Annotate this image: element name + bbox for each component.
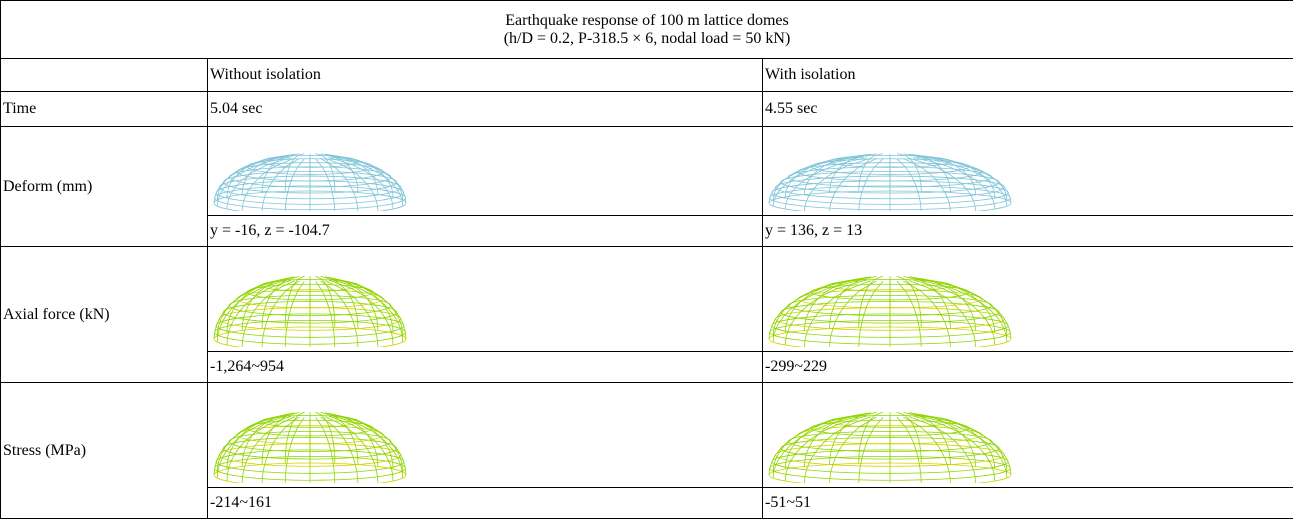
row-label: Time <box>1 92 208 127</box>
column-header: With isolation <box>763 59 1293 92</box>
empty-cell <box>1 59 208 92</box>
dome-line <box>917 278 1011 338</box>
dome-line <box>214 278 289 338</box>
dome-line <box>769 414 863 474</box>
value-cell: -299~229 <box>763 352 1293 383</box>
title-cell: Earthquake response of 100 m lattice dom… <box>1 1 1293 59</box>
value-cell: y = 136, z = 13 <box>763 216 1293 247</box>
row-label: Deform (mm) <box>1 127 208 247</box>
value-cell: 4.55 sec <box>763 92 1293 127</box>
dome-line <box>769 278 863 338</box>
value-cell: y = -16, z = -104.7 <box>208 216 763 247</box>
dome-image <box>210 131 410 211</box>
dome-image <box>210 252 410 347</box>
image-cell <box>763 383 1293 488</box>
title-line: Earthquake response of 100 m lattice dom… <box>3 12 1291 30</box>
value-cell: 5.04 sec <box>208 92 763 127</box>
dome-line <box>332 278 407 338</box>
image-cell <box>763 247 1293 352</box>
dome-image <box>765 388 1015 483</box>
image-cell <box>763 127 1293 216</box>
dome-line <box>332 414 407 474</box>
value-cell: -51~51 <box>763 488 1293 519</box>
response-table: Earthquake response of 100 m lattice dom… <box>0 0 1293 519</box>
dome-line <box>917 414 1011 474</box>
image-cell <box>208 247 763 352</box>
column-header: Without isolation <box>208 59 763 92</box>
title-line: (h/D = 0.2, P-318.5 × 6, nodal load = 50… <box>3 30 1291 48</box>
image-cell <box>208 127 763 216</box>
image-cell <box>208 383 763 488</box>
dome-image <box>765 131 1015 211</box>
value-cell: -1,264~954 <box>208 352 763 383</box>
row-label: Axial force (kN) <box>1 247 208 383</box>
dome-line <box>214 414 289 474</box>
dome-image <box>210 388 410 483</box>
dome-image <box>765 252 1015 347</box>
value-cell: -214~161 <box>208 488 763 519</box>
row-label: Stress (MPa) <box>1 383 208 519</box>
